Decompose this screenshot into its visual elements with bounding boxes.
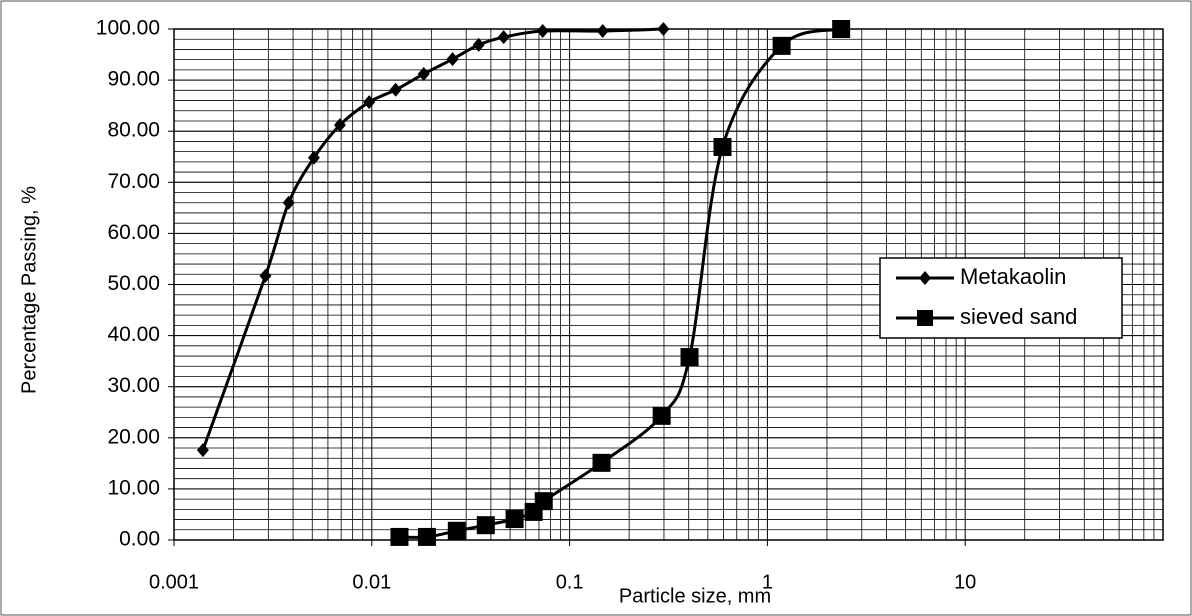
marker bbox=[832, 20, 851, 38]
marker bbox=[417, 527, 436, 546]
y-tick-label: 50.00 bbox=[107, 272, 160, 295]
marker bbox=[390, 527, 409, 546]
y-tick-label: 70.00 bbox=[107, 170, 160, 193]
legend-marker bbox=[919, 271, 931, 285]
x-tick-label: 1 bbox=[762, 571, 773, 593]
marker bbox=[363, 95, 376, 110]
x-tick-label: 10 bbox=[954, 571, 976, 593]
y-tick-label: 40.00 bbox=[107, 323, 160, 346]
y-tick-label: 10.00 bbox=[107, 476, 160, 499]
marker bbox=[592, 453, 611, 472]
marker bbox=[476, 516, 495, 535]
legend-label: Metakaolin bbox=[960, 264, 1066, 289]
y-tick-label: 60.00 bbox=[107, 221, 160, 244]
legend: Metakaolin sieved sand bbox=[879, 257, 1123, 339]
marker bbox=[680, 348, 699, 367]
x-tick-label: 0.01 bbox=[352, 571, 391, 593]
marker bbox=[657, 22, 670, 36]
marker bbox=[447, 521, 466, 540]
marker bbox=[652, 406, 671, 425]
legend-label: sieved sand bbox=[960, 304, 1077, 329]
marker bbox=[417, 66, 430, 81]
marker bbox=[446, 52, 459, 67]
marker bbox=[307, 150, 320, 165]
y-tick-label: 80.00 bbox=[107, 119, 160, 142]
marker bbox=[389, 82, 402, 97]
marker bbox=[497, 30, 510, 45]
y-tick-label: 90.00 bbox=[107, 68, 160, 91]
x-tick-label: 0.1 bbox=[556, 571, 584, 593]
marker bbox=[472, 37, 485, 52]
marker bbox=[196, 443, 209, 458]
marker bbox=[282, 195, 295, 210]
marker bbox=[536, 24, 549, 39]
y-tick-label: 100.00 bbox=[96, 17, 160, 40]
marker bbox=[333, 118, 346, 133]
x-tick-label: 0.001 bbox=[149, 571, 199, 593]
marker bbox=[534, 492, 553, 511]
y-tick-label: 30.00 bbox=[107, 374, 160, 397]
marker bbox=[259, 268, 272, 283]
y-tick-label: 20.00 bbox=[107, 425, 160, 448]
marker bbox=[772, 36, 791, 55]
legend-marker bbox=[917, 310, 933, 326]
y-tick-label: 0.00 bbox=[119, 528, 160, 551]
y-axis-label: Percentage Passing, % bbox=[18, 186, 40, 394]
marker bbox=[505, 510, 524, 529]
marker bbox=[713, 138, 732, 157]
marker bbox=[596, 24, 609, 39]
x-axis-label: Particle size, mm bbox=[619, 585, 771, 607]
